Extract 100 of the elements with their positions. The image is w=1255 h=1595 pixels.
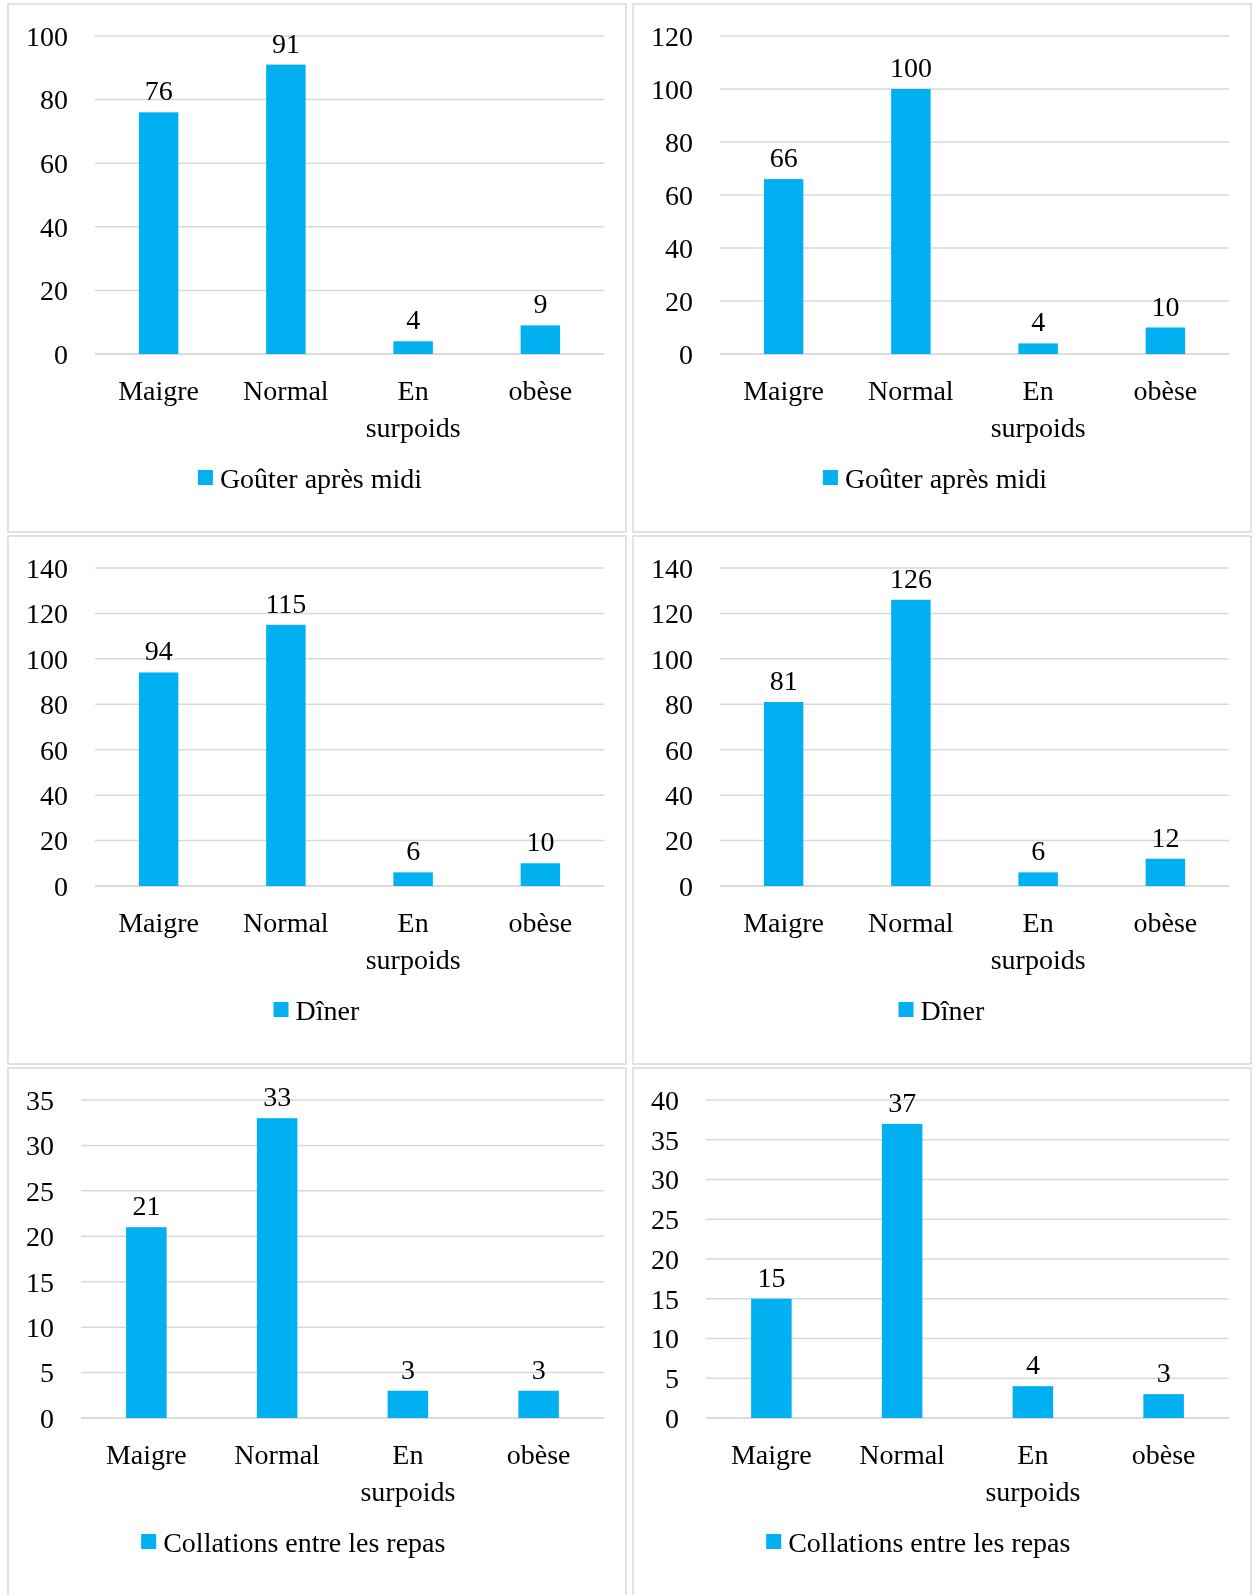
legend-label: Goûter après midi <box>219 462 423 494</box>
y-tick-label: 25 <box>651 1204 679 1236</box>
bar <box>1143 1394 1184 1418</box>
y-tick-label: 40 <box>40 779 68 811</box>
x-tick-label: En surpoids <box>365 907 461 975</box>
bar <box>138 672 179 886</box>
y-tick-label: 0 <box>679 338 693 370</box>
y-tick-label: 0 <box>54 870 68 902</box>
y-tick-label: 60 <box>665 179 693 211</box>
y-tick-label: 35 <box>651 1124 679 1156</box>
x-tick-label: En surpoids <box>990 375 1086 443</box>
y-tick-label: 140 <box>26 552 68 584</box>
bar <box>138 112 179 354</box>
y-tick-label: 40 <box>40 211 68 243</box>
y-tick-label: 20 <box>26 1221 54 1253</box>
x-tick-label: obèse <box>1133 375 1198 406</box>
y-tick-label: 140 <box>651 552 693 584</box>
data-label: 9 <box>533 288 548 320</box>
y-tick-label: 15 <box>26 1266 54 1298</box>
bar <box>387 1390 429 1418</box>
data-label: 6 <box>1031 835 1046 867</box>
y-tick-label: 40 <box>651 1084 679 1116</box>
data-label: 115 <box>265 587 307 619</box>
data-label: 33 <box>263 1081 292 1113</box>
x-tick-label: obèse <box>508 907 573 938</box>
x-tick-label: Maigre <box>118 375 200 406</box>
data-label: 6 <box>406 835 421 867</box>
x-tick-label: Maigre <box>743 907 825 938</box>
bar <box>1145 858 1186 886</box>
y-tick-label: 10 <box>26 1311 54 1343</box>
legend-label: Collations entre les repas <box>163 1526 446 1558</box>
x-tick-label: Normal <box>243 375 329 406</box>
y-tick-label: 40 <box>665 232 693 264</box>
data-label: 66 <box>769 142 798 174</box>
bar <box>393 341 433 354</box>
x-tick-label: Normal <box>243 907 329 938</box>
bar <box>1018 872 1058 886</box>
y-tick-label: 20 <box>665 285 693 317</box>
bar <box>126 1227 167 1418</box>
y-tick-label: 120 <box>651 598 693 630</box>
data-label: 81 <box>769 665 798 697</box>
y-tick-label: 100 <box>651 643 693 675</box>
legend-label: Dîner <box>920 994 985 1026</box>
bar <box>393 872 433 886</box>
y-tick-label: 0 <box>665 1402 679 1434</box>
x-tick-label: Normal <box>859 1439 946 1470</box>
y-tick-label: 20 <box>40 825 68 857</box>
bar <box>520 863 561 886</box>
data-label: 4 <box>1031 306 1046 338</box>
legend-label: Goûter après midi <box>844 462 1048 494</box>
x-tick-label: obèse <box>1133 907 1198 938</box>
x-tick-label: Maigre <box>743 375 825 406</box>
data-label: 4 <box>1025 1349 1040 1381</box>
bar <box>891 599 931 886</box>
x-tick-label: Maigre <box>730 1439 812 1470</box>
bar <box>1012 1386 1054 1418</box>
bar <box>520 325 561 354</box>
x-tick-label: En surpoids <box>365 375 461 443</box>
data-label: 21 <box>132 1190 161 1222</box>
y-tick-label: 100 <box>26 20 68 52</box>
y-tick-label: 40 <box>665 779 693 811</box>
data-label: 4 <box>406 304 421 336</box>
x-tick-label: obèse <box>508 375 573 406</box>
y-tick-label: 0 <box>40 1402 54 1434</box>
bar <box>266 64 306 354</box>
data-label: 12 <box>1151 821 1180 853</box>
y-tick-label: 20 <box>665 825 693 857</box>
x-tick-label: Maigre <box>118 907 200 938</box>
x-tick-label: Normal <box>234 1439 321 1470</box>
x-tick-label: Normal <box>868 375 954 406</box>
data-label: 100 <box>889 52 932 83</box>
data-label: 37 <box>888 1086 917 1118</box>
bar <box>751 1298 792 1418</box>
y-tick-label: 60 <box>40 148 68 179</box>
bar <box>881 1123 923 1418</box>
x-tick-label: En surpoids <box>360 1439 456 1507</box>
y-tick-label: 60 <box>665 734 693 766</box>
y-tick-label: 20 <box>651 1243 679 1275</box>
y-tick-label: 10 <box>651 1323 679 1355</box>
x-tick-label: Maigre <box>105 1439 187 1470</box>
x-tick-label: obèse <box>506 1439 571 1470</box>
y-tick-label: 100 <box>26 643 68 675</box>
data-label: 94 <box>144 635 173 667</box>
y-tick-label: 5 <box>665 1363 679 1395</box>
x-tick-label: En surpoids <box>990 907 1086 975</box>
x-tick-label: Normal <box>868 907 954 938</box>
legend-label: Dîner <box>295 994 360 1026</box>
y-tick-label: 30 <box>651 1164 679 1196</box>
y-tick-label: 0 <box>679 870 693 902</box>
data-label: 15 <box>757 1261 786 1293</box>
y-tick-label: 80 <box>40 689 68 721</box>
y-tick-label: 30 <box>26 1130 54 1162</box>
bar <box>266 624 306 886</box>
data-label: 10 <box>526 826 555 858</box>
y-tick-label: 20 <box>40 275 68 307</box>
data-label: 3 <box>1156 1357 1171 1389</box>
y-tick-label: 60 <box>40 734 68 766</box>
y-tick-label: 25 <box>26 1175 54 1207</box>
data-label: 3 <box>400 1353 415 1385</box>
x-tick-label: obèse <box>1131 1439 1196 1470</box>
